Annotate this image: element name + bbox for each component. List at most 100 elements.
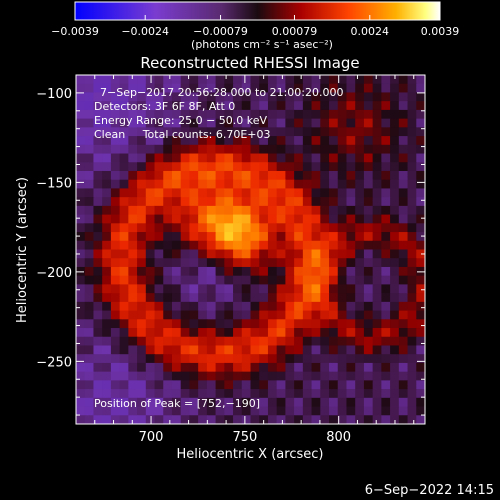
heatmap-cell <box>93 232 103 242</box>
heatmap-cell <box>233 249 243 259</box>
heatmap-cell <box>180 127 191 137</box>
heatmap-cell <box>137 214 147 224</box>
heatmap-cell <box>76 75 86 85</box>
heatmap-cell <box>198 92 208 102</box>
heatmap-cell <box>276 249 286 259</box>
heatmap-cell <box>171 328 182 338</box>
heatmap-cell <box>119 354 129 364</box>
heatmap-cell <box>363 258 374 268</box>
heatmap-cell <box>233 240 243 251</box>
heatmap-cell <box>110 275 121 285</box>
heatmap-cell <box>398 380 409 390</box>
heatmap-cell <box>363 328 374 338</box>
heatmap-cell <box>128 144 138 155</box>
heatmap-cell <box>346 415 356 424</box>
heatmap-cell <box>128 83 138 94</box>
heatmap-cell <box>224 144 234 155</box>
heatmap-cell <box>171 144 182 155</box>
heatmap-cell <box>329 310 339 320</box>
heatmap-cell <box>198 345 208 355</box>
heatmap-cell <box>398 397 409 408</box>
heatmap-cell <box>102 328 112 338</box>
heatmap-cell <box>84 101 95 111</box>
heatmap-cell <box>337 101 348 111</box>
heatmap-cell <box>407 232 417 242</box>
heatmap-cell <box>381 109 391 120</box>
heatmap-cell <box>363 293 374 303</box>
heatmap-cell <box>137 153 147 163</box>
heatmap-cell <box>180 92 191 102</box>
heatmap-cell <box>372 293 382 303</box>
heatmap-cell <box>145 127 156 137</box>
heatmap-cell <box>76 153 86 163</box>
heatmap-cell <box>128 240 138 251</box>
heatmap-cell <box>329 205 339 216</box>
heatmap-cell <box>224 92 234 102</box>
heatmap-cell <box>259 389 269 399</box>
heatmap-cell <box>311 406 321 416</box>
heatmap-cell <box>294 214 304 224</box>
heatmap-cell <box>285 415 295 424</box>
heatmap-cell <box>171 170 182 181</box>
heatmap-cell <box>145 336 156 347</box>
heatmap-cell <box>363 83 374 94</box>
heatmap-cell <box>267 319 278 329</box>
heatmap-cell <box>363 397 374 408</box>
heatmap-cell <box>311 144 321 155</box>
heatmap-cell <box>206 118 217 128</box>
heatmap-cell <box>398 118 409 128</box>
heatmap-cell <box>84 179 95 190</box>
heatmap-cell <box>224 389 234 399</box>
heatmap-cell <box>398 170 409 181</box>
heatmap-cell <box>93 354 103 364</box>
heatmap-cell <box>119 240 129 251</box>
heatmap-cell <box>137 336 147 347</box>
heatmap-cell <box>320 136 330 146</box>
heatmap-cell <box>407 249 417 259</box>
heatmap-cell <box>337 336 348 347</box>
heatmap-cell <box>416 406 425 416</box>
heatmap-cell <box>215 162 225 172</box>
heatmap-cell <box>171 205 182 216</box>
heatmap-cell <box>355 266 365 277</box>
heatmap-cell <box>154 406 164 416</box>
heatmap-cell <box>381 258 391 268</box>
heatmap-cell <box>267 345 278 355</box>
heatmap-cell <box>302 380 313 390</box>
heatmap-cell <box>93 75 103 85</box>
heatmap-cell <box>189 249 199 259</box>
chart-title: Reconstructed RHESSI Image <box>140 54 359 72</box>
heatmap-cell <box>76 101 86 111</box>
heatmap-cell <box>320 389 330 399</box>
heatmap-cell <box>398 336 409 347</box>
heatmap-cell <box>346 153 356 163</box>
heatmap-cell <box>189 275 199 285</box>
heatmap-cell <box>320 284 330 294</box>
heatmap-cell <box>180 301 191 312</box>
heatmap-cell <box>206 92 217 102</box>
heatmap-cell <box>320 179 330 190</box>
heatmap-cell <box>381 197 391 207</box>
heatmap-cell <box>285 310 295 320</box>
heatmap-cell <box>259 301 269 312</box>
heatmap-cell <box>416 354 425 364</box>
heatmap-cell <box>267 92 278 102</box>
heatmap-cell <box>250 258 260 268</box>
heatmap-cell <box>215 170 225 181</box>
heatmap-cell <box>145 328 156 338</box>
heatmap-cell <box>76 83 86 94</box>
heatmap-cell <box>154 293 164 303</box>
heatmap-cell <box>329 83 339 94</box>
heatmap-cell <box>93 223 103 233</box>
heatmap-cell <box>137 92 147 102</box>
heatmap-cell <box>189 354 199 364</box>
y-tick-label: −200 <box>36 266 72 281</box>
heatmap-cell <box>320 397 330 408</box>
heatmap-cell <box>110 214 121 224</box>
heatmap-cell <box>363 232 374 242</box>
heatmap-cell <box>320 101 330 111</box>
heatmap-cell <box>267 258 278 268</box>
heatmap-cell <box>329 258 339 268</box>
heatmap-cell <box>171 345 182 355</box>
heatmap-cell <box>137 197 147 207</box>
